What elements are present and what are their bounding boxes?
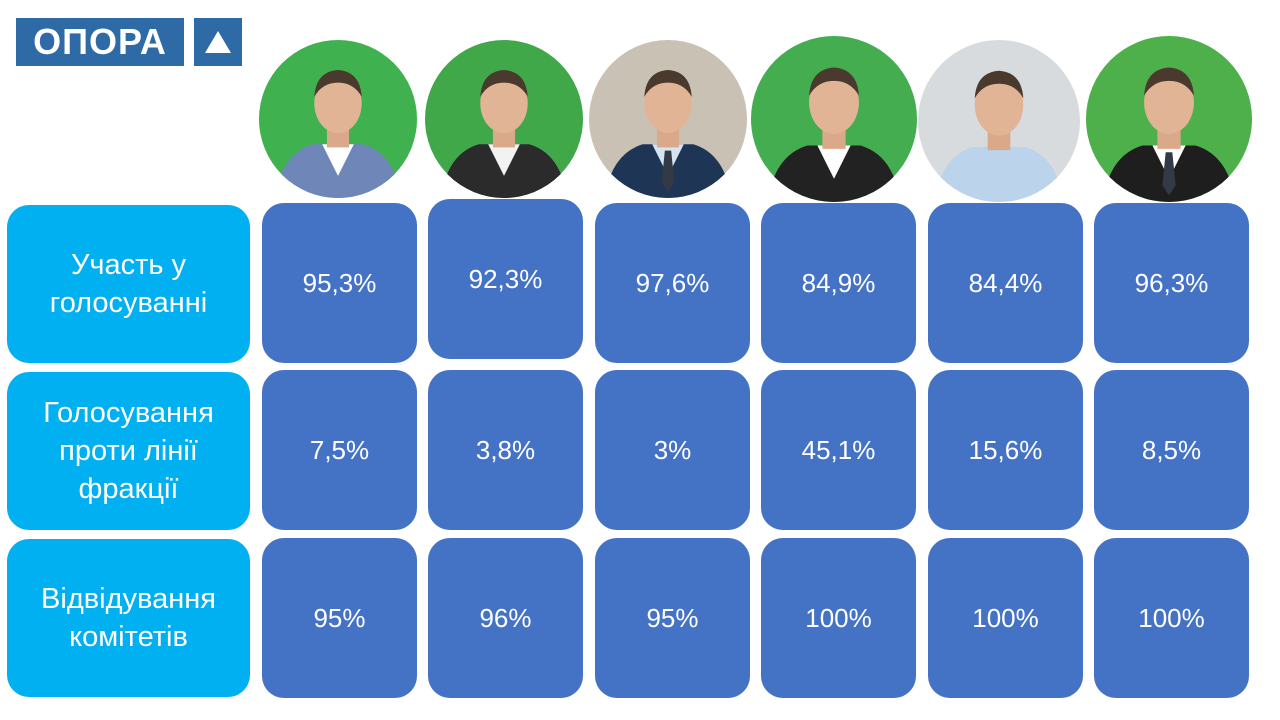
- value-cell: 3,8%: [428, 370, 583, 530]
- value-cell: 95%: [262, 538, 417, 698]
- logo-text: ОПОРА: [16, 18, 184, 66]
- person-photo-1: [259, 40, 417, 198]
- person-photo-3: [589, 40, 747, 198]
- row-label-committee-attendance: Відвідування комітетів: [7, 539, 250, 697]
- triangle-icon: [194, 18, 242, 66]
- value-cell: 84,4%: [928, 203, 1083, 363]
- value-cell: 3%: [595, 370, 750, 530]
- person-photo-5: [918, 40, 1080, 202]
- value-cell: 100%: [761, 538, 916, 698]
- value-cell: 84,9%: [761, 203, 916, 363]
- person-photo-4: [751, 36, 917, 202]
- value-cell: 97,6%: [595, 203, 750, 363]
- value-cell: 95,3%: [262, 203, 417, 363]
- person-photo-2: [425, 40, 583, 198]
- value-cell: 92,3%: [428, 199, 583, 359]
- value-cell: 7,5%: [262, 370, 417, 530]
- row-label-voting-participation: Участь у голосуванні: [7, 205, 250, 363]
- value-cell: 15,6%: [928, 370, 1083, 530]
- value-cell: 100%: [1094, 538, 1249, 698]
- value-cell: 95%: [595, 538, 750, 698]
- row-label-voting-against-faction: Голосування проти лінії фракції: [7, 372, 250, 530]
- value-cell: 96%: [428, 538, 583, 698]
- opora-logo: ОПОРА: [16, 18, 242, 66]
- person-photo-6: [1086, 36, 1252, 202]
- value-cell: 8,5%: [1094, 370, 1249, 530]
- value-cell: 100%: [928, 538, 1083, 698]
- value-cell: 96,3%: [1094, 203, 1249, 363]
- value-cell: 45,1%: [761, 370, 916, 530]
